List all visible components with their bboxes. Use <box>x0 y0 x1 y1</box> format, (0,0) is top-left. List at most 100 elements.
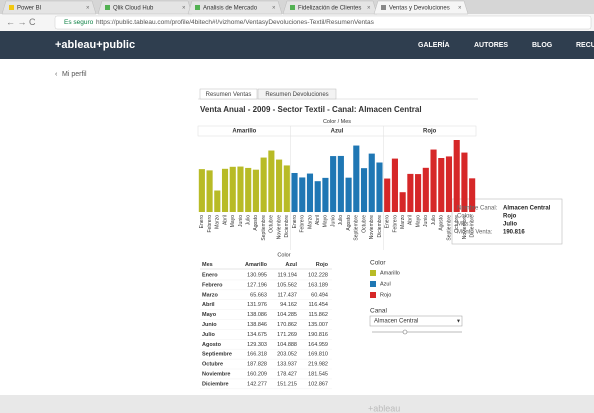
nav-link[interactable]: RECU <box>576 42 594 49</box>
month-label: Octubre <box>454 215 460 233</box>
legend-swatch[interactable] <box>370 281 376 287</box>
tab-close[interactable]: × <box>367 6 371 12</box>
bar[interactable] <box>245 167 252 212</box>
browser-tab[interactable] <box>373 0 469 15</box>
bar[interactable] <box>438 158 445 212</box>
table-cell: 102.867 <box>308 381 328 387</box>
month-label: Marzo <box>400 215 406 229</box>
url-field[interactable] <box>54 15 592 30</box>
filter-value: Almacen Central <box>374 319 418 325</box>
viz-tab[interactable] <box>199 88 258 100</box>
bar[interactable] <box>345 177 352 212</box>
bar[interactable] <box>469 178 476 212</box>
tab-close[interactable]: × <box>182 6 186 12</box>
browser-tab[interactable] <box>97 0 193 15</box>
month-label: Diciembre <box>284 215 290 238</box>
bar[interactable] <box>252 169 259 212</box>
bar[interactable] <box>299 177 306 212</box>
bar[interactable] <box>198 169 205 212</box>
table-cell: 60.494 <box>311 292 328 298</box>
viz-tab[interactable] <box>257 88 337 100</box>
nav-link[interactable]: AUTORES <box>474 42 508 49</box>
month-label: Octubre <box>269 215 275 233</box>
table-cell: 104.888 <box>277 342 297 348</box>
bar[interactable] <box>430 149 437 212</box>
table-cell: 129.303 <box>247 342 267 348</box>
bar[interactable] <box>384 178 391 212</box>
row-label: Diciembre <box>202 381 229 387</box>
bar[interactable] <box>407 173 414 212</box>
nav-link[interactable]: BLOG <box>532 42 553 49</box>
secure-label: Es seguro <box>64 19 94 26</box>
month-label: Mayo <box>230 215 236 227</box>
table-cell: 181.545 <box>308 371 328 377</box>
filter-dropdown[interactable] <box>369 315 463 327</box>
legend-swatch[interactable] <box>370 270 376 276</box>
bar[interactable] <box>353 145 360 212</box>
bar[interactable] <box>291 172 298 212</box>
bar[interactable] <box>322 177 329 212</box>
tab-close[interactable]: × <box>458 6 462 12</box>
bar[interactable] <box>283 165 290 212</box>
bar[interactable] <box>306 173 314 212</box>
tab-close[interactable]: × <box>272 6 276 12</box>
tab-title: Qlik Cloud Hub <box>113 6 154 12</box>
tooltip-value: 190.816 <box>503 230 525 236</box>
tab-title: Power BI <box>17 6 42 12</box>
bar[interactable] <box>360 168 368 212</box>
month-label: Septiembre <box>261 215 267 241</box>
bar[interactable] <box>399 192 406 212</box>
browser-tab[interactable] <box>187 0 283 15</box>
table-cell: 115.862 <box>309 312 328 318</box>
back-arrow[interactable]: ‹ <box>55 71 58 78</box>
bar[interactable] <box>276 159 283 212</box>
browser-tab[interactable] <box>1 0 97 15</box>
bar[interactable] <box>214 190 221 212</box>
table-cell: 102.228 <box>308 272 328 278</box>
bar[interactable] <box>330 156 337 212</box>
table-cell: 151.215 <box>277 381 297 387</box>
slider-handle[interactable] <box>402 329 408 335</box>
row-label: Marzo <box>202 292 219 298</box>
bar[interactable] <box>221 168 229 212</box>
nav-arrows[interactable]: ← → C <box>6 17 36 27</box>
bar[interactable] <box>376 162 383 212</box>
month-label: Julio <box>338 215 344 226</box>
browser-tab[interactable] <box>282 0 378 15</box>
legend-swatch[interactable] <box>370 292 376 298</box>
bar[interactable] <box>415 174 422 212</box>
month-label: Mayo <box>415 215 421 227</box>
month-label: Marzo <box>215 215 221 229</box>
back-link[interactable]: Mi perfil <box>62 71 87 78</box>
month-label: Mayo <box>323 215 329 227</box>
logo[interactable]: +ableau+public <box>55 39 135 51</box>
month-label: Junio <box>330 215 336 227</box>
bar[interactable] <box>268 150 275 212</box>
table-cell: 127.196 <box>247 282 267 288</box>
bar[interactable] <box>237 166 244 212</box>
table-cell: 219.982 <box>308 362 328 368</box>
bar[interactable] <box>453 140 460 212</box>
chart-header: Color / Mes <box>323 119 351 125</box>
month-label: Abril <box>222 215 228 225</box>
nav-link[interactable]: GALERÍA <box>418 40 450 49</box>
bar[interactable] <box>391 158 398 212</box>
table-cell: 142.277 <box>247 381 267 387</box>
bar[interactable] <box>461 152 468 212</box>
table-cell: 94.162 <box>280 302 297 308</box>
bar[interactable] <box>337 155 344 212</box>
tooltip-label: Color: <box>457 214 473 220</box>
month-label: Junio <box>423 215 429 227</box>
bar[interactable] <box>206 170 213 212</box>
tooltip-value: Almacen Central <box>503 206 551 212</box>
tooltip-label: Monto Venta: <box>457 230 493 236</box>
bar[interactable] <box>422 167 429 212</box>
bar[interactable] <box>314 181 321 212</box>
bar[interactable] <box>229 166 236 212</box>
bar[interactable] <box>445 156 453 212</box>
tab-close[interactable]: × <box>86 6 90 12</box>
bar[interactable] <box>368 153 375 212</box>
bar[interactable] <box>260 157 267 212</box>
month-label: Noviembre <box>462 215 468 239</box>
table-cell: 138.086 <box>247 312 267 318</box>
